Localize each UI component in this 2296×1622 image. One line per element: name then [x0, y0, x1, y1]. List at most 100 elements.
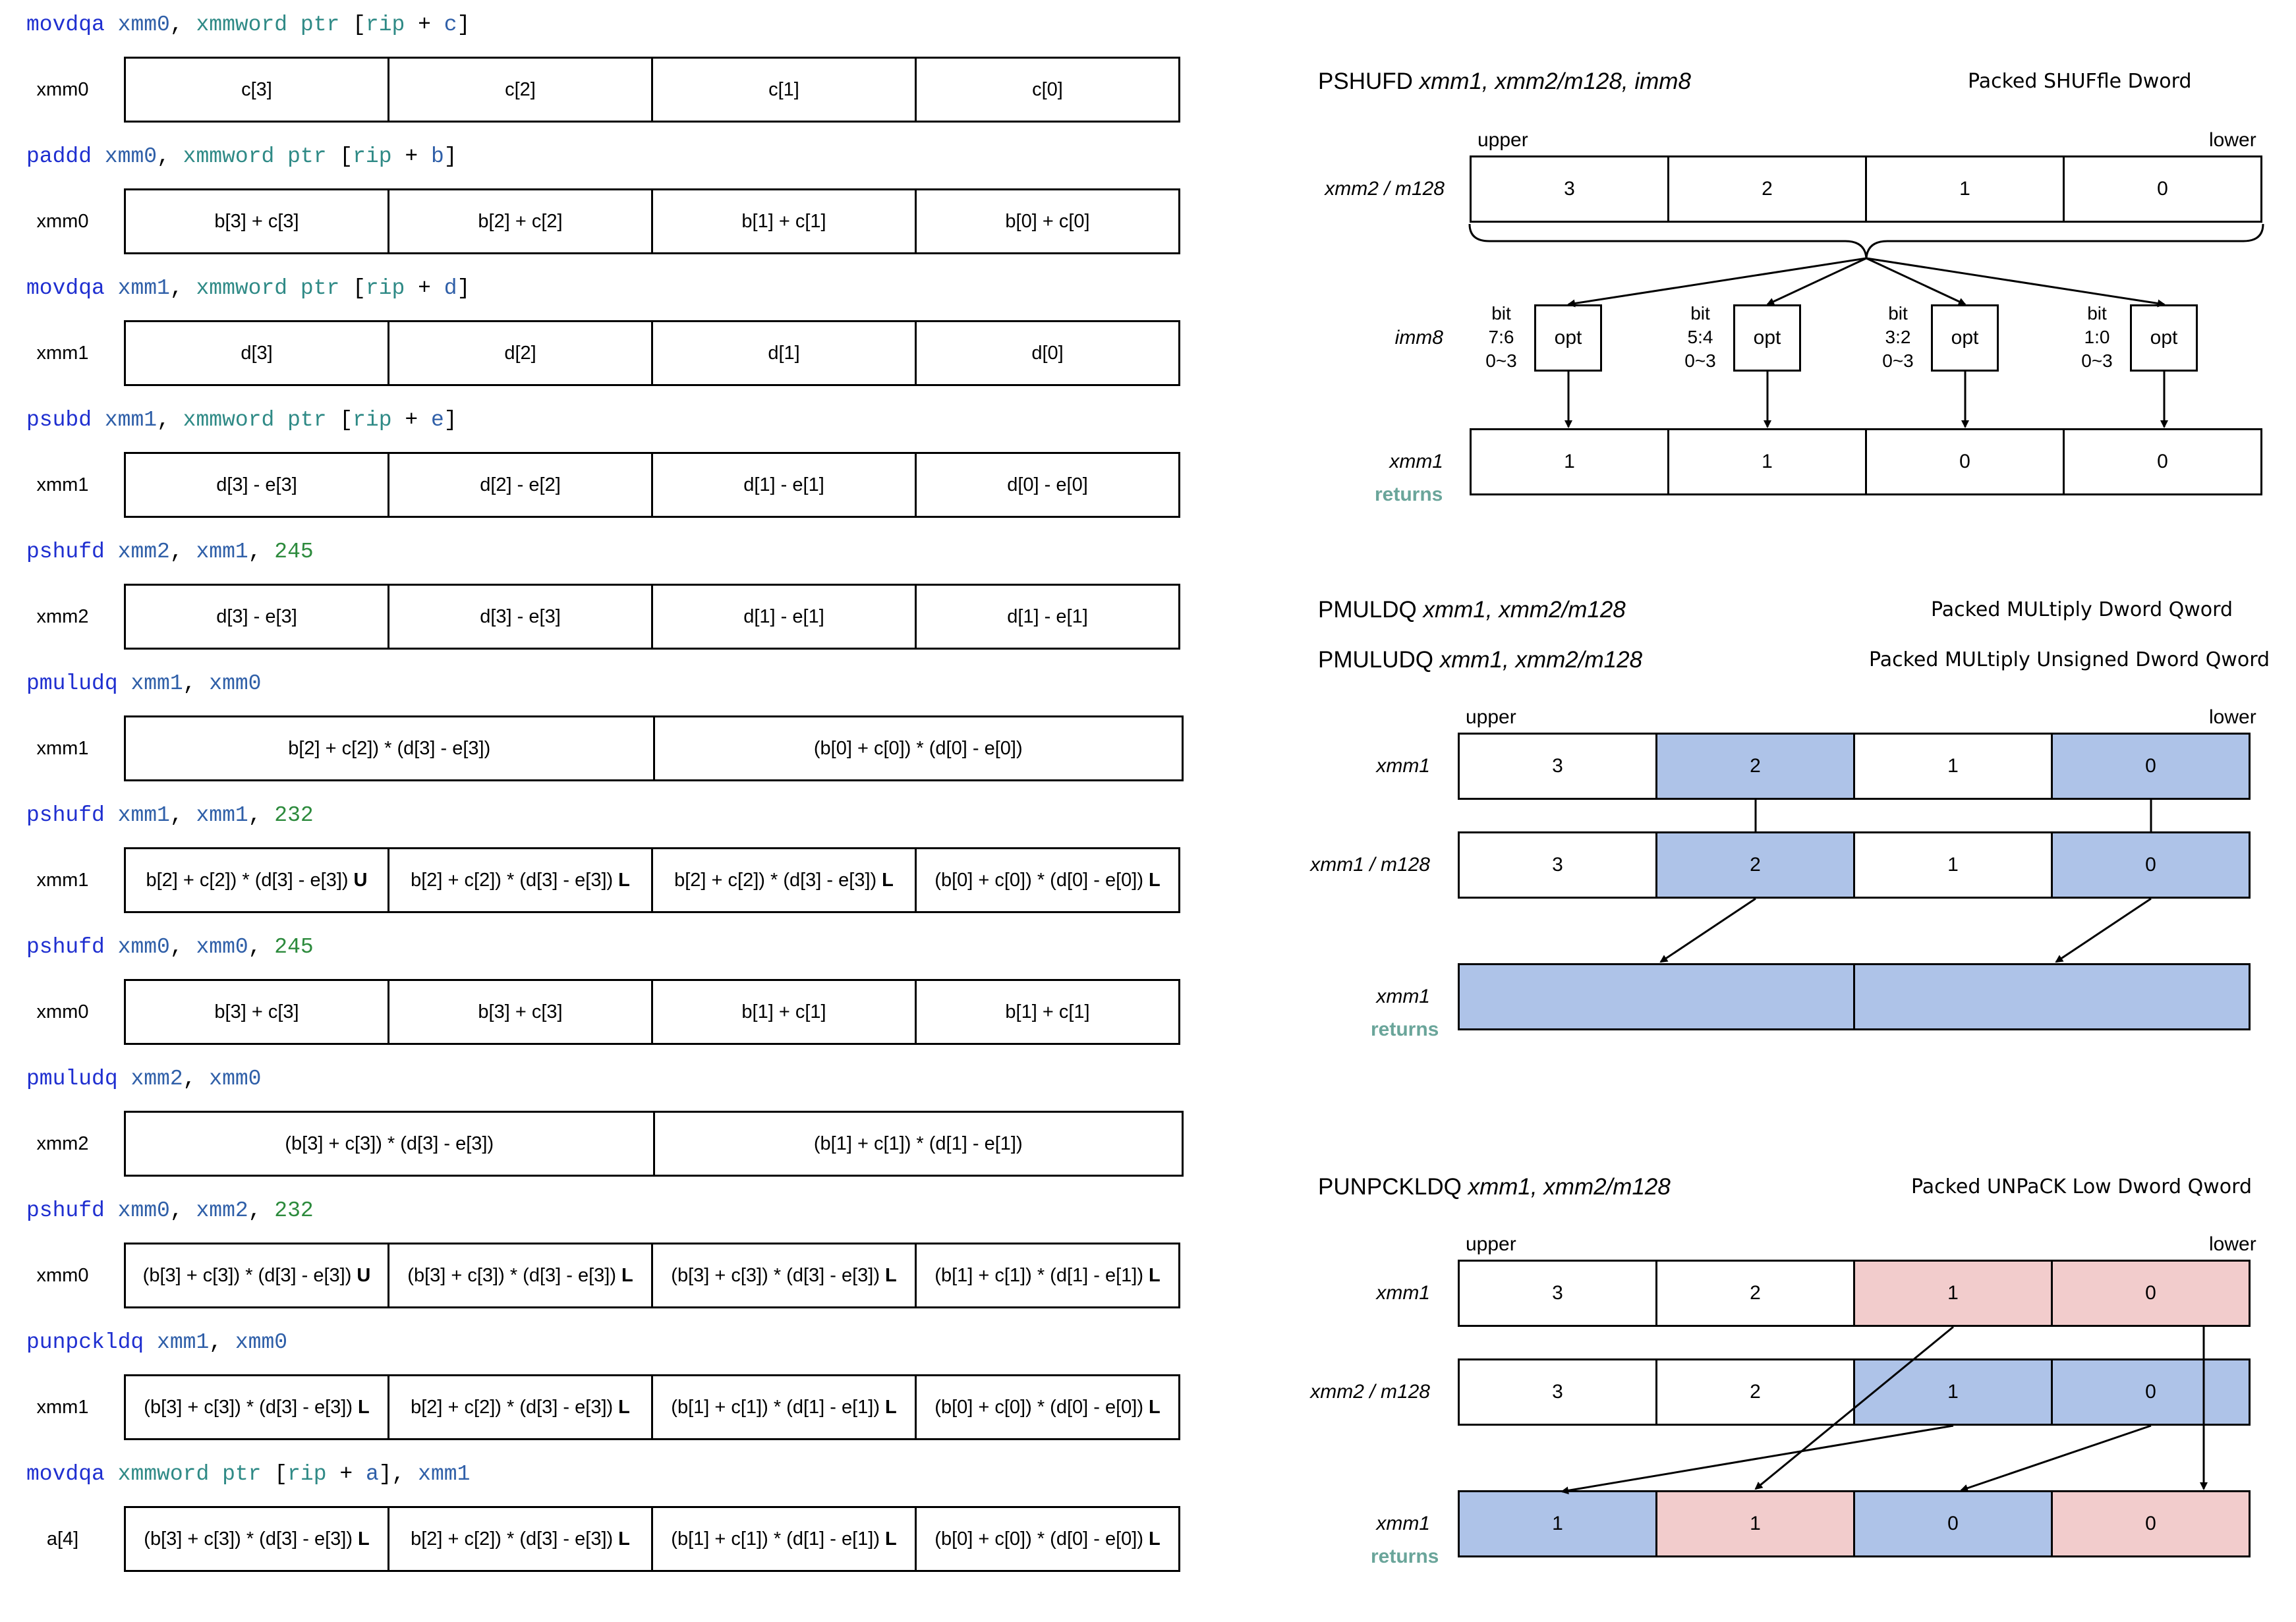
unpck-row1-cell: 1	[1853, 1260, 2053, 1327]
register-cell: b[2] + c[2]	[387, 188, 653, 254]
register-cell: b[0] + c[0]	[915, 188, 1180, 254]
arrow	[1659, 897, 1756, 963]
register-cell: (b[3] + c[3]) * (d[3] - e[3])	[124, 1111, 655, 1177]
pmul-row1-cell: 0	[2051, 733, 2251, 800]
pmul-row2-cell: 3	[1458, 831, 1657, 899]
bit-field-label: bit 1:0 0~3	[2081, 303, 2113, 371]
register-cell: (b[3] + c[3]) * (d[3] - e[3]) U	[124, 1243, 389, 1308]
asm-token: ,	[169, 803, 196, 827]
half-marker: L	[885, 1396, 897, 1418]
unpck-row1-cell: 0	[2051, 1260, 2251, 1327]
cell-expression: b[2] + c[2]) * (d[3] - e[3])	[674, 869, 877, 891]
cell-expression: c[1]	[768, 78, 799, 100]
bit-field-label: bit 3:2 0~3	[1882, 303, 1914, 371]
arrow	[1866, 257, 2166, 308]
register-row: d[3] d[2] d[1] d[0]	[124, 320, 1184, 386]
pshufd-description: Packed SHUFfle Dword	[1968, 70, 2192, 93]
register-row: b[3] + c[3] b[3] + c[3] b[1] + c[1] b[1] + …	[124, 979, 1184, 1045]
register-cell: c[1]	[651, 57, 917, 123]
register-label: xmm1	[36, 738, 89, 759]
asm-token: ,	[169, 276, 196, 300]
asm-instruction: psubd xmm1, xmmword ptr [rip + e]	[26, 407, 457, 433]
unpck-returns-label: returns	[1371, 1546, 1439, 1567]
asm-token: ,	[169, 1198, 196, 1223]
register-label: a[4]	[46, 1528, 79, 1550]
pshufd-src-cell: 2	[1667, 155, 1867, 223]
asm-token: 232	[274, 1198, 314, 1223]
cell-expression: d[1] - e[1]	[743, 474, 824, 495]
cell-expression: (b[3] + c[3]) * (d[3] - e[3])	[285, 1133, 494, 1154]
asm-token: rip	[353, 408, 392, 432]
register-cell: (b[3] + c[3]) * (d[3] - e[3]) L	[124, 1374, 389, 1440]
asm-instruction: movdqa xmmword ptr [rip + a], xmm1	[26, 1461, 470, 1488]
asm-token: xmm2	[196, 1198, 248, 1223]
asm-token: +	[405, 276, 444, 300]
opt-box: opt	[1733, 304, 1801, 372]
cell-expression: (b[0] + c[0]) * (d[0] - e[0])	[934, 869, 1143, 891]
asm-token: xmm0	[117, 1198, 170, 1223]
pshufd-returns-label: returns	[1375, 484, 1443, 505]
pshufd-title: PSHUFD xmm1, xmm2/m128, imm8	[1318, 69, 1691, 94]
arrow	[1766, 257, 1867, 306]
cell-expression: d[3] - e[3]	[216, 605, 297, 627]
register-cell: (b[1] + c[1]) * (d[1] - e[1]) L	[651, 1374, 917, 1440]
half-marker: L	[618, 1528, 630, 1550]
asm-token: xmm1	[130, 671, 183, 696]
asm-token: ]	[457, 276, 471, 300]
asm-token: movdqa	[26, 13, 105, 37]
cell-expression: d[3]	[241, 342, 273, 364]
unpck-row1-label: xmm1	[1376, 1282, 1430, 1304]
cell-expression: b[0] + c[0]	[1005, 210, 1090, 232]
register-cell: b[2] + c[2]) * (d[3] - e[3]) L	[387, 1506, 653, 1572]
half-marker: L	[1149, 1396, 1161, 1418]
asm-token: ,	[248, 935, 275, 959]
asm-token: xmmword ptr	[183, 408, 340, 432]
upper-label: upper	[1466, 706, 1516, 728]
cell-expression: (b[3] + c[3]) * (d[3] - e[3])	[144, 1396, 353, 1418]
unpck-row2-cell: 2	[1655, 1358, 1855, 1426]
cell-expression: d[3] - e[3]	[480, 605, 561, 627]
pmul-dst-qword-upper	[1458, 963, 1855, 1030]
pshufd-src-cell: 3	[1470, 155, 1669, 223]
half-marker: L	[618, 1396, 630, 1418]
asm-token: pmuludq	[26, 1067, 118, 1091]
punpckldq-title: PUNPCKLDQ xmm1, xmm2/m128	[1318, 1174, 1671, 1200]
asm-token: xmmword ptr	[196, 13, 353, 37]
asm-token: ,	[169, 935, 196, 959]
half-marker: L	[885, 1528, 897, 1550]
asm-token: pshufd	[26, 540, 105, 564]
cell-expression: (b[3] + c[3]) * (d[3] - e[3])	[407, 1264, 616, 1286]
asm-token: ]	[444, 408, 457, 432]
cell-expression: b[2] + c[2]) * (d[3] - e[3])	[411, 1396, 614, 1418]
asm-token: [	[353, 13, 366, 37]
imm8-label: imm8	[1394, 327, 1443, 349]
half-marker: U	[353, 869, 368, 891]
register-label: xmm1	[36, 474, 89, 495]
asm-token: xmm1	[117, 276, 170, 300]
arrow	[1960, 1424, 2152, 1492]
unpck-dst-label: xmm1	[1376, 1513, 1430, 1534]
asm-token: [	[339, 144, 353, 169]
asm-token: pshufd	[26, 803, 105, 827]
unpck-row1-cell: 2	[1655, 1260, 1855, 1327]
pmul-dst-label: xmm1	[1376, 986, 1430, 1007]
punpckldq-description: Packed UNPaCK Low Dword Qword	[1911, 1175, 2252, 1198]
pshufd-dst-cell: 1	[1470, 428, 1669, 495]
lower-label: lower	[2209, 1233, 2256, 1255]
asm-token: xmm1	[104, 408, 158, 432]
register-row: (b[3] + c[3]) * (d[3] - e[3]) U (b[3] + c[…	[124, 1243, 1184, 1308]
asm-token: [	[274, 1462, 288, 1486]
asm-token: 232	[274, 803, 314, 827]
register-cell: d[3] - e[3]	[124, 584, 389, 650]
asm-token: +	[391, 408, 431, 432]
asm-token: movdqa	[26, 276, 105, 300]
asm-token: pshufd	[26, 1198, 105, 1223]
pshufd-src-cell: 1	[1865, 155, 2065, 223]
register-cell: (b[1] + c[1]) * (d[1] - e[1]) L	[651, 1506, 917, 1572]
unpck-row1-cell: 3	[1458, 1260, 1657, 1327]
asm-token: xmm1	[196, 803, 248, 827]
asm-token: ,	[169, 540, 196, 564]
register-cell: d[1]	[651, 320, 917, 386]
asm-token: ,	[183, 671, 210, 696]
arrow	[1561, 1424, 1954, 1495]
